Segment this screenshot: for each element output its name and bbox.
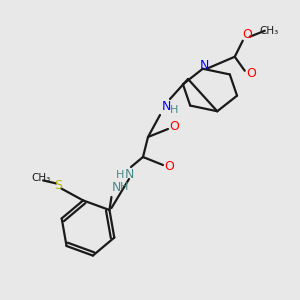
Text: N: N xyxy=(161,100,171,113)
Text: H: H xyxy=(116,170,124,180)
Text: CH₃: CH₃ xyxy=(259,26,278,36)
Text: CH₃: CH₃ xyxy=(32,173,51,183)
Text: N: N xyxy=(200,59,209,72)
Text: O: O xyxy=(246,67,256,80)
Text: S: S xyxy=(54,179,62,192)
Text: H: H xyxy=(170,105,178,115)
Text: O: O xyxy=(169,121,179,134)
Text: H: H xyxy=(120,182,129,192)
Text: O: O xyxy=(164,160,174,173)
Text: O: O xyxy=(242,28,252,41)
Text: N: N xyxy=(112,181,121,194)
Text: N: N xyxy=(124,169,134,182)
